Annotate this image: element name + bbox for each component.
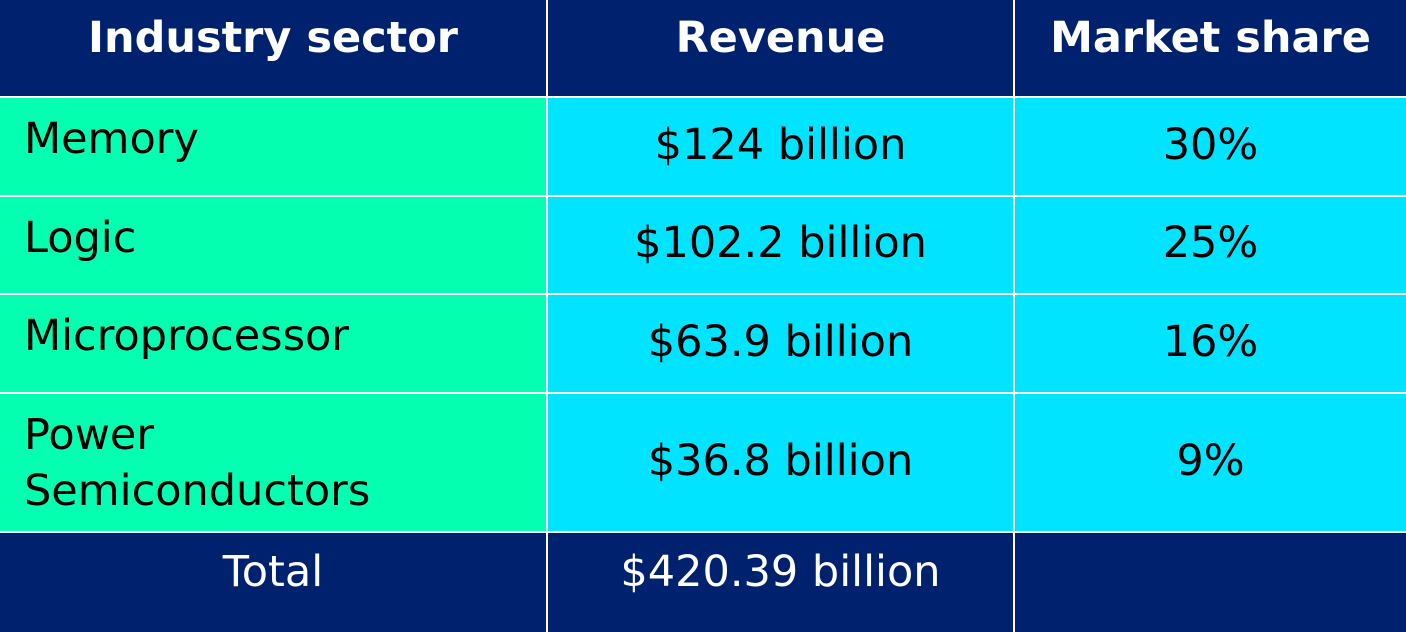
row-power-semiconductors-sector: Power Semiconductors (0, 394, 548, 533)
row-microprocessor-sector: Microprocessor (0, 295, 548, 394)
row-memory-share: 30% (1015, 98, 1406, 197)
footer-total-label: Total (0, 533, 548, 632)
row-power-semiconductors-revenue: $36.8 billion (548, 394, 1015, 533)
header-revenue: Revenue (548, 0, 1015, 98)
footer-total-revenue: $420.39 billion (548, 533, 1015, 632)
row-logic-sector: Logic (0, 197, 548, 295)
row-memory-sector: Memory (0, 98, 548, 197)
header-market-share: Market share (1015, 0, 1406, 98)
footer-total-share (1015, 533, 1406, 632)
row-microprocessor-share: 16% (1015, 295, 1406, 394)
row-microprocessor-revenue: $63.9 billion (548, 295, 1015, 394)
row-logic-share: 25% (1015, 197, 1406, 295)
row-logic-revenue: $102.2 billion (548, 197, 1015, 295)
row-memory-revenue: $124 billion (548, 98, 1015, 197)
row-power-semiconductors-share: 9% (1015, 394, 1406, 533)
header-industry-sector: Industry sector (0, 0, 548, 98)
